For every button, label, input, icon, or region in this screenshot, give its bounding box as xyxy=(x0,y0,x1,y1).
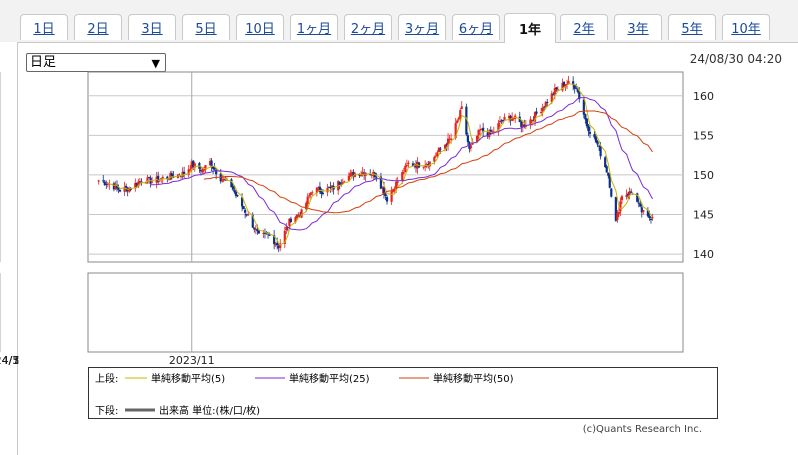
data-timestamp: 24/08/30 04:20 xyxy=(689,52,782,66)
tab-7[interactable]: 2ヶ月 xyxy=(344,14,392,40)
tab-8[interactable]: 3ヶ月 xyxy=(398,14,446,40)
tab-12[interactable]: 3年 xyxy=(614,14,662,40)
chart-interval-select[interactable]: 日足 ▼ xyxy=(26,53,166,72)
tab-10[interactable]: 1年 xyxy=(504,13,556,43)
tab-4[interactable]: 5日 xyxy=(182,14,230,40)
legend-ma50: 単純移動平均(50) xyxy=(399,370,514,385)
tab-1[interactable]: 1日 xyxy=(20,14,68,40)
ma5-swatch xyxy=(125,377,147,378)
tab-11[interactable]: 2年 xyxy=(560,14,608,40)
ma50-swatch xyxy=(399,377,429,378)
copyright-text: (c)Quants Research Inc. xyxy=(582,424,702,435)
legend-ma25: 単純移動平均(25) xyxy=(255,370,370,385)
tab-2[interactable]: 2日 xyxy=(74,14,122,40)
legend-lower-label: 下段: xyxy=(95,406,119,417)
ma25-swatch xyxy=(255,377,285,378)
legend-ma5: 単純移動平均(5) xyxy=(125,370,225,385)
legend-ma5-label: 単純移動平均(5) xyxy=(151,374,226,385)
tab-3[interactable]: 3日 xyxy=(128,14,176,40)
tab-6[interactable]: 1ヶ月 xyxy=(290,14,338,40)
tab-9[interactable]: 6ヶ月 xyxy=(452,14,500,40)
chevron-down-icon: ▼ xyxy=(151,57,160,70)
period-tab-bar: 1日 2日 3日 5日 10日 1ヶ月 2ヶ月 3ヶ月 6ヶ月 1年 2年 3年 5年 10年 xyxy=(0,0,798,43)
tab-14[interactable]: 10年 xyxy=(722,14,770,40)
legend-volume: 出来高 単位:(株/口/枚) xyxy=(125,402,260,417)
tab-13[interactable]: 5年 xyxy=(668,14,716,40)
legend-ma25-label: 単純移動平均(25) xyxy=(289,374,370,385)
chart-interval-value: 日足 xyxy=(30,55,57,70)
tab-5[interactable]: 10日 xyxy=(236,14,284,40)
legend-volume-label: 出来高 単位:(株/口/枚) xyxy=(159,406,261,417)
legend-upper-label: 上段: xyxy=(95,374,119,385)
chart-legend: 上段: 単純移動平均(5) 単純移動平均(25) 単純移動平均(50) 下段: … xyxy=(88,367,718,419)
legend-ma50-label: 単純移動平均(50) xyxy=(433,374,514,385)
volume-swatch xyxy=(125,408,155,411)
